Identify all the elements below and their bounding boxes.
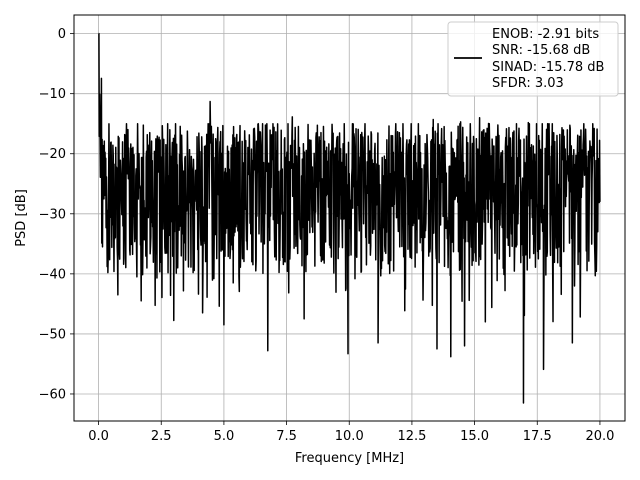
x-axis: 0.0 2.5 5.0 7.5 10.0 12.5 15.0 17.5 20.0 — [88, 421, 614, 444]
x-tick-label: 10.0 — [335, 429, 364, 444]
x-tick-label: 0.0 — [88, 429, 109, 444]
y-tick-label: −10 — [39, 87, 66, 102]
x-axis-label: Frequency [MHz] — [295, 451, 404, 466]
x-tick-label: 20.0 — [585, 429, 614, 444]
legend-enob: ENOB: -2.91 bits — [492, 27, 599, 42]
y-tick-label: −20 — [39, 147, 66, 162]
y-tick-label: −60 — [39, 387, 66, 402]
y-tick-label: 0 — [58, 27, 66, 42]
y-tick-label: −30 — [39, 207, 66, 222]
legend-sinad: SINAD: -15.78 dB — [492, 60, 604, 75]
x-tick-label: 12.5 — [397, 429, 426, 444]
series-line-psd — [98, 32, 601, 404]
legend-sfdr: SFDR: 3.03 — [492, 76, 564, 91]
x-tick-label: 17.5 — [523, 429, 552, 444]
legend: ENOB: -2.91 bits SNR: -15.68 dB SINAD: -… — [447, 21, 619, 97]
x-tick-label: 7.5 — [276, 429, 297, 444]
legend-box — [447, 21, 619, 97]
y-tick-label: −40 — [39, 267, 66, 282]
y-tick-label: −50 — [39, 327, 66, 342]
legend-snr: SNR: -15.68 dB — [492, 43, 590, 58]
x-tick-label: 2.5 — [151, 429, 172, 444]
y-axis-label: PSD [dB] — [14, 189, 29, 247]
y-axis: 0 −10 −20 −30 −40 −50 −60 — [39, 27, 74, 402]
x-tick-label: 5.0 — [214, 429, 235, 444]
x-tick-label: 15.0 — [460, 429, 489, 444]
plot-area — [98, 32, 601, 404]
